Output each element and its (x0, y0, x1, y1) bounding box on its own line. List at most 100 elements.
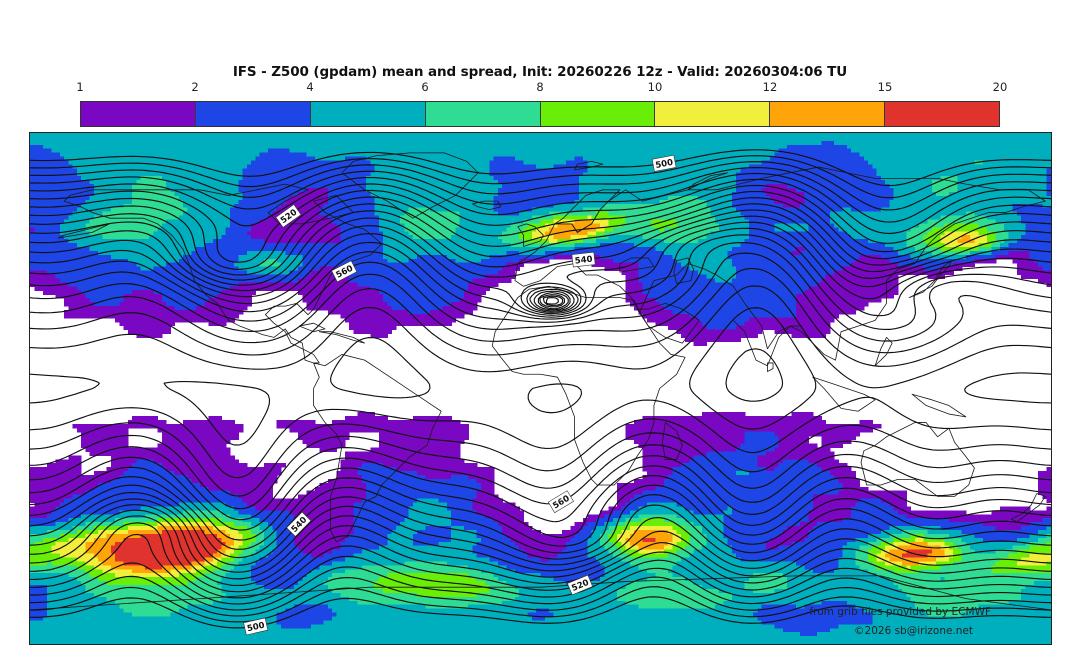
height-contour-504 (30, 155, 1051, 199)
height-contour-580 (725, 348, 784, 402)
coastline-iceland (472, 200, 502, 211)
height-contour-508 (30, 161, 1051, 211)
height-contour-576 (527, 383, 583, 414)
height-contour-524 (30, 515, 1051, 593)
height-contour-560 (30, 242, 1051, 342)
height-contour-528 (30, 509, 1051, 587)
colorbar-tick-20: 20 (993, 80, 1008, 94)
colorbar-tick-10: 10 (648, 80, 663, 94)
coastline-borneo-indonesia (812, 376, 876, 412)
height-contour-516 (30, 533, 1051, 605)
height-contour-576 (964, 372, 1051, 404)
coastline-south-america (313, 354, 442, 543)
coastline-madagascar (662, 422, 683, 460)
colorbar-tick-15: 15 (878, 80, 893, 94)
coastline-philippines (874, 336, 893, 367)
height-contour-532 (30, 197, 1051, 281)
spread-shading-layer (30, 133, 1051, 644)
height-contour-532 (529, 288, 575, 312)
height-contour-572 (30, 285, 1051, 389)
coastline-newzealand (1010, 493, 1046, 523)
colorbar-tick-8: 8 (536, 80, 543, 94)
colorbar-tick-4: 4 (306, 80, 313, 94)
colorbar-segment-8-10 (540, 102, 656, 126)
height-contour-556 (30, 455, 1051, 531)
colorbar-tick-12: 12 (763, 80, 778, 94)
height-contour-516 (542, 295, 564, 307)
coastline-cuba (299, 322, 326, 333)
colorbar-swatches (80, 101, 1000, 127)
coastline-svalbard (574, 160, 604, 171)
colorbar-segment-2-4 (195, 102, 311, 126)
coastline-caspian (673, 257, 695, 284)
contour-label-540: 540 (571, 251, 596, 268)
height-contour-556 (30, 234, 1051, 331)
height-contour-520 (30, 522, 1051, 599)
colorbar-segment-15-20 (885, 102, 999, 126)
height-contour-524 (30, 184, 1051, 270)
coastline-antarctica-hint (30, 575, 1051, 611)
colorbar-segment-6-8 (425, 102, 541, 126)
height-contour-512 (30, 166, 1051, 223)
height-contour-532 (30, 504, 1051, 580)
contour-label-500: 500 (243, 617, 269, 636)
coastline-japan (908, 260, 953, 299)
colorbar-segment-10-12 (655, 102, 771, 126)
height-contour-576 (30, 373, 100, 404)
colorbar-segment-1-2 (81, 102, 196, 126)
coastline-blacksea (619, 257, 655, 273)
height-contour-564 (30, 432, 1051, 510)
height-contour-536 (30, 203, 1051, 286)
contour-label-500: 500 (651, 154, 677, 172)
height-contour-540 (520, 282, 582, 315)
height-contour-504 (30, 586, 1051, 623)
coastline-arabia (636, 302, 700, 344)
height-contour-500 (30, 149, 1051, 187)
height-contour-568 (30, 418, 1051, 497)
coastline-eurasia (514, 166, 1046, 361)
height-contour-layer (30, 149, 1051, 629)
height-contour-560 (30, 444, 1051, 521)
colorbar-tick-2: 2 (191, 80, 198, 94)
coastline-australia (860, 422, 975, 497)
colorbar-segment-12-15 (770, 102, 886, 126)
height-contour-568 (30, 267, 1051, 367)
height-contour-516 (30, 172, 1051, 235)
coastline-newguinea (911, 393, 967, 418)
colorbar-segment-4-6 (310, 102, 426, 126)
height-contour-536 (526, 286, 579, 313)
colorbar-tick-1: 1 (76, 80, 83, 94)
height-contour-544 (30, 215, 1051, 316)
height-contour-552 (30, 227, 1051, 320)
data-source-credit: from grib files provided by ECMWF (809, 606, 991, 618)
height-contour-536 (30, 498, 1051, 573)
height-contour-548 (30, 474, 1051, 550)
height-contour-508 (30, 575, 1051, 617)
height-contour-528 (30, 190, 1051, 276)
height-contour-576 (330, 337, 431, 399)
height-contour-520 (30, 178, 1051, 263)
height-contour-540 (30, 209, 1051, 292)
height-contour-572 (30, 396, 1051, 479)
height-contour-512 (30, 562, 1051, 611)
height-contour-576 (163, 381, 271, 446)
map-panel[interactable]: 500 500 520 520 540 540 560 560 from grib files… (29, 132, 1052, 645)
height-contour-552 (30, 465, 1051, 541)
copyright-credit: ©2026 sb@irizone.net (854, 625, 973, 637)
coastline-sriLanka (767, 362, 774, 372)
height-contour-540 (30, 491, 1051, 566)
colorbar-tick-labels: 1 2 4 6 8 10 12 15 20 (76, 80, 1007, 98)
height-contour-512 (545, 296, 559, 305)
page-title: IFS - Z500 (gpdam) mean and spread, Init… (0, 64, 1080, 80)
height-contour-564 (30, 252, 1051, 354)
height-contour-500 (30, 596, 1051, 629)
height-contour-524 (537, 292, 569, 310)
colorbar-tick-6: 6 (421, 80, 428, 94)
height-contour-520 (539, 294, 565, 308)
spread-colorbar: 1 2 4 6 8 10 12 15 20 (76, 80, 1007, 132)
height-contour-548 (30, 221, 1051, 318)
height-contour-544 (30, 484, 1051, 559)
height-contour-576 (689, 307, 817, 430)
